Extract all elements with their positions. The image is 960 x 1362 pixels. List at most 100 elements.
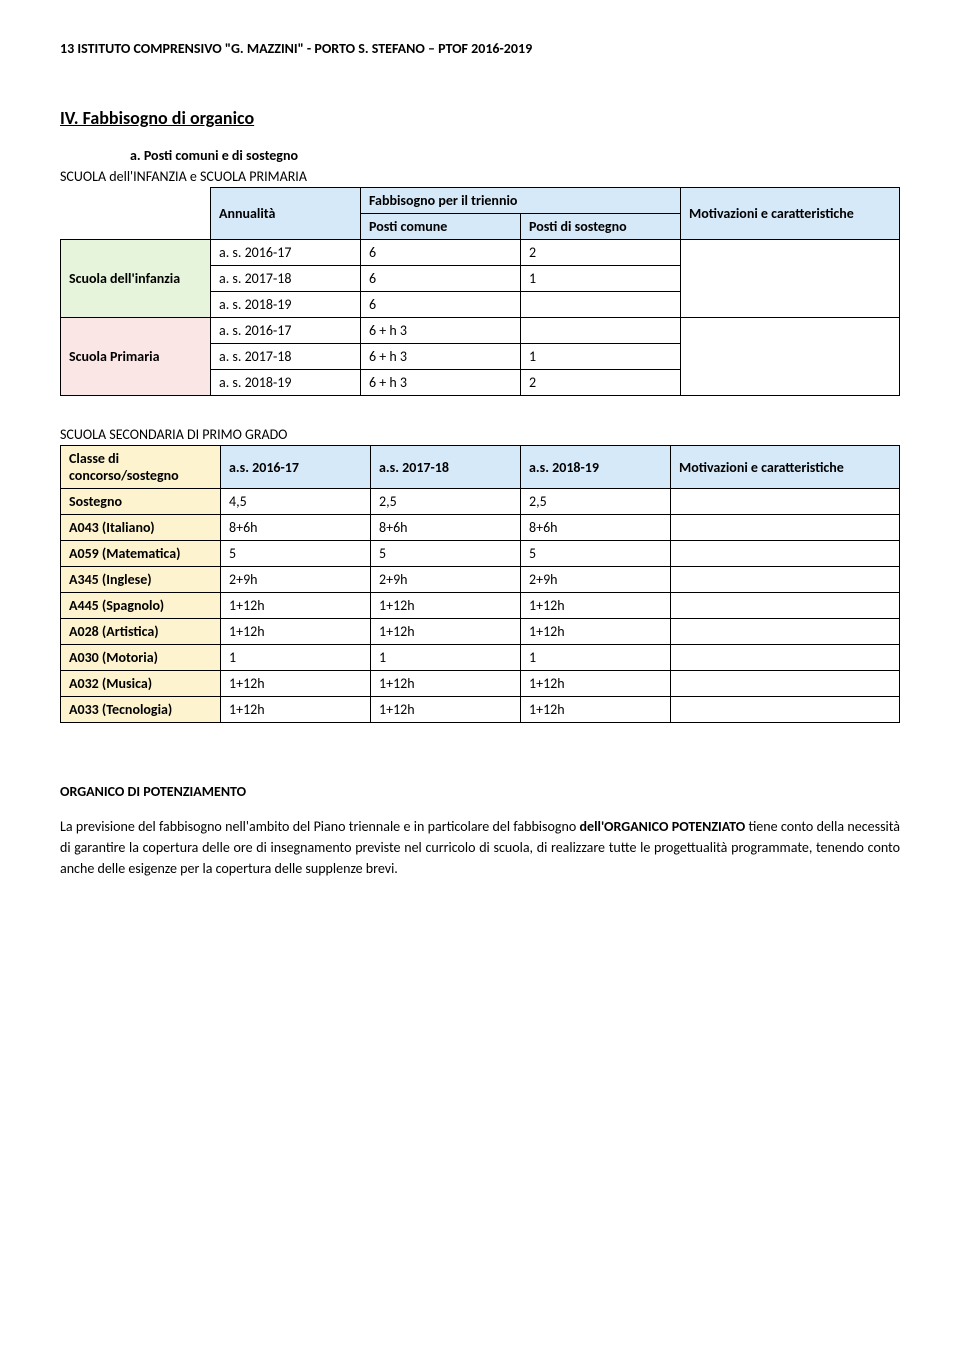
cell: a. s. 2018-19 <box>211 292 361 318</box>
table-row: Sostegno4,52,52,5 <box>61 489 900 515</box>
cell <box>671 515 900 541</box>
cell: 6 + h 3 <box>361 318 521 344</box>
th-y2: a.s. 2017-18 <box>371 446 521 489</box>
cell: 2,5 <box>371 489 521 515</box>
cell: 1+12h <box>371 671 521 697</box>
cell <box>671 645 900 671</box>
table-row: Scuola Primaria a. s. 2016-17 6 + h 3 <box>61 318 900 344</box>
subsection-a-prefix: a. <box>130 147 141 164</box>
cell: 1+12h <box>521 593 671 619</box>
cell: 1+12h <box>371 697 521 723</box>
para-text: La previsione del fabbisogno nell'ambito… <box>60 818 580 835</box>
th-mot: Motivazioni e caratteristiche <box>671 446 900 489</box>
cell: a. s. 2018-19 <box>211 370 361 396</box>
cell <box>681 240 900 318</box>
table-row: A033 (Tecnologia)1+12h1+12h1+12h <box>61 697 900 723</box>
potenziamento-title: ORGANICO DI POTENZIAMENTO <box>60 783 900 800</box>
th-posti-comune: Posti comune <box>361 214 521 240</box>
subsection-a: a. Posti comuni e di sostegno <box>130 147 900 164</box>
th-motivazioni: Motivazioni e caratteristiche <box>681 188 900 240</box>
cell-label: A043 (Italiano) <box>61 515 221 541</box>
cell: 5 <box>521 541 671 567</box>
cell-label: A028 (Artistica) <box>61 619 221 645</box>
cell: 1+12h <box>371 593 521 619</box>
cell: 2,5 <box>521 489 671 515</box>
paragraph: La previsione del fabbisogno nell'ambito… <box>60 816 900 879</box>
cell: 2 <box>521 370 681 396</box>
table-row: A028 (Artistica)1+12h1+12h1+12h <box>61 619 900 645</box>
table1-label: SCUOLA dell'INFANZIA e SCUOLA PRIMARIA <box>60 168 900 185</box>
cell: 1+12h <box>521 619 671 645</box>
cell: 1 <box>521 645 671 671</box>
cell: 1+12h <box>221 593 371 619</box>
table-row: A032 (Musica)1+12h1+12h1+12h <box>61 671 900 697</box>
table-row: A030 (Motoria)111 <box>61 645 900 671</box>
cell: 8+6h <box>221 515 371 541</box>
cell: 6 <box>361 240 521 266</box>
th-y3: a.s. 2018-19 <box>521 446 671 489</box>
section-title: IV. Fabbisogno di organico <box>60 107 900 129</box>
cell <box>671 541 900 567</box>
cell-label: A033 (Tecnologia) <box>61 697 221 723</box>
cell-label: A445 (Spagnolo) <box>61 593 221 619</box>
cell: 2+9h <box>221 567 371 593</box>
th-posti-sostegno: Posti di sostegno <box>521 214 681 240</box>
cell: 1+12h <box>221 697 371 723</box>
cell <box>671 593 900 619</box>
cell: a. s. 2016-17 <box>211 318 361 344</box>
cell-label: A059 (Matematica) <box>61 541 221 567</box>
cell: 1+12h <box>221 671 371 697</box>
cell: a. s. 2017-18 <box>211 266 361 292</box>
table-row: Annualità Fabbisogno per il triennio Mot… <box>61 188 900 214</box>
table-row: Scuola dell'infanzia a. s. 2016-17 6 2 <box>61 240 900 266</box>
table-row: A043 (Italiano)8+6h8+6h8+6h <box>61 515 900 541</box>
cell: 6 <box>361 266 521 292</box>
table-row: Classe di concorso/sostegno a.s. 2016-17… <box>61 446 900 489</box>
th-fabbisogno: Fabbisogno per il triennio <box>361 188 681 214</box>
cell <box>521 292 681 318</box>
cell: 1 <box>521 344 681 370</box>
th-classe: Classe di concorso/sostegno <box>61 446 221 489</box>
cell <box>671 619 900 645</box>
table2-label: SCUOLA SECONDARIA DI PRIMO GRADO <box>60 426 900 443</box>
cell <box>521 318 681 344</box>
th-y1: a.s. 2016-17 <box>221 446 371 489</box>
cell-label: A345 (Inglese) <box>61 567 221 593</box>
cell: 5 <box>221 541 371 567</box>
cell: 1 <box>521 266 681 292</box>
cell: 1+12h <box>521 671 671 697</box>
table-row: A445 (Spagnolo)1+12h1+12h1+12h <box>61 593 900 619</box>
cell-label: Sostegno <box>61 489 221 515</box>
cell <box>681 318 900 396</box>
subsection-a-text: Posti comuni e di sostegno <box>144 147 298 164</box>
cell: 1 <box>371 645 521 671</box>
cell: 2+9h <box>521 567 671 593</box>
cell: 6 + h 3 <box>361 344 521 370</box>
cell <box>671 697 900 723</box>
row-primaria: Scuola Primaria <box>61 318 211 396</box>
cell <box>671 567 900 593</box>
cell: 6 <box>361 292 521 318</box>
cell: 1+12h <box>371 619 521 645</box>
cell <box>671 489 900 515</box>
cell: 4,5 <box>221 489 371 515</box>
cell: 1 <box>221 645 371 671</box>
para-bold: dell'ORGANICO POTENZIATO <box>580 818 746 835</box>
page-header: 13 ISTITUTO COMPRENSIVO "G. MAZZINI" - P… <box>60 40 900 57</box>
cell: 2 <box>521 240 681 266</box>
cell-label: A032 (Musica) <box>61 671 221 697</box>
cell: 1+12h <box>221 619 371 645</box>
table-infanzia-primaria: Annualità Fabbisogno per il triennio Mot… <box>60 187 900 396</box>
cell: a. s. 2016-17 <box>211 240 361 266</box>
table-secondaria: Classe di concorso/sostegno a.s. 2016-17… <box>60 445 900 723</box>
th-annualita: Annualità <box>211 188 361 240</box>
cell-label: A030 (Motoria) <box>61 645 221 671</box>
cell: 1+12h <box>521 697 671 723</box>
table-row: A059 (Matematica)555 <box>61 541 900 567</box>
cell: 6 + h 3 <box>361 370 521 396</box>
cell: 5 <box>371 541 521 567</box>
table-row: A345 (Inglese)2+9h2+9h2+9h <box>61 567 900 593</box>
cell: 8+6h <box>521 515 671 541</box>
cell: 2+9h <box>371 567 521 593</box>
cell: a. s. 2017-18 <box>211 344 361 370</box>
